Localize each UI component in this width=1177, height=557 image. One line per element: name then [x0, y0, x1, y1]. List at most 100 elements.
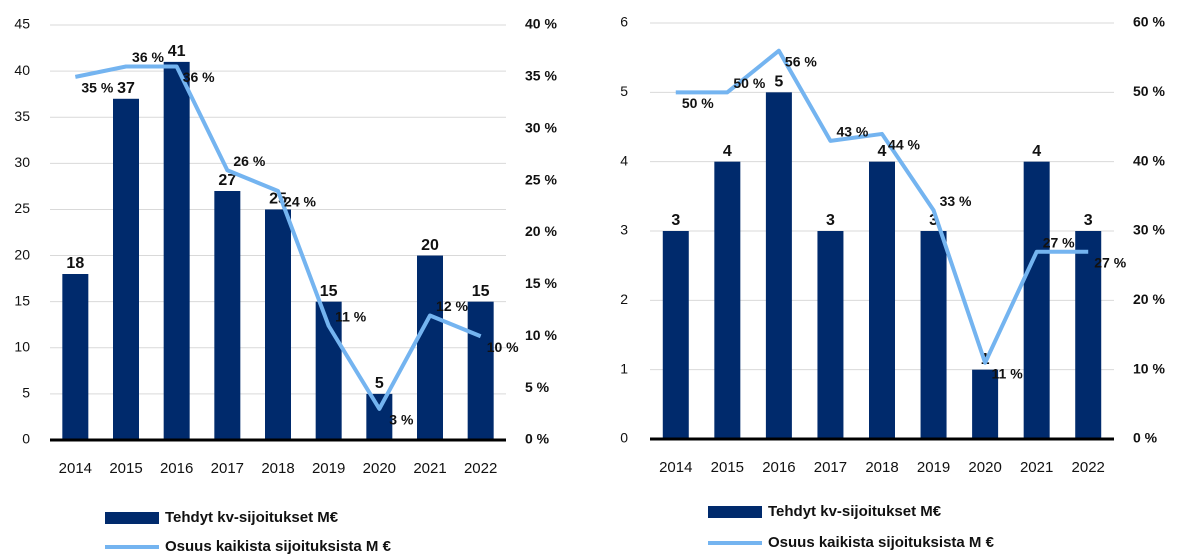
bar	[265, 209, 291, 440]
y-tick-label: 2	[620, 291, 628, 307]
bar-label: 5	[774, 74, 783, 91]
bar	[869, 161, 895, 439]
bar-label: 4	[1032, 143, 1041, 160]
y-tick-label: 5	[22, 385, 30, 401]
line-label: 12 %	[436, 298, 468, 314]
x-tick-label: 2017	[814, 459, 847, 476]
line-label: 24 %	[284, 194, 316, 210]
bar	[113, 98, 139, 441]
y2-tick-label: 25 %	[525, 171, 557, 187]
legend-swatch	[708, 506, 762, 518]
x-tick-label: 2018	[261, 460, 294, 477]
y-tick-label: 20	[14, 246, 30, 262]
y2-tick-label: 10 %	[525, 327, 557, 343]
line-label: 27 %	[1043, 235, 1075, 251]
bar	[163, 61, 190, 441]
bar-label: 18	[66, 255, 84, 272]
y-tick-label: 15	[14, 292, 30, 308]
y2-tick-label: 40 %	[1133, 152, 1165, 168]
bar-label: 4	[723, 143, 732, 160]
bar	[214, 191, 241, 440]
bar-label: 3	[671, 212, 680, 229]
bar-label: 3	[929, 212, 938, 229]
line-label: 43 %	[836, 124, 868, 140]
y-tick-label: 3	[620, 222, 628, 238]
legend-label: Tehdyt kv-sijoitukset M€	[165, 509, 339, 526]
bar	[817, 231, 844, 439]
y2-tick-label: 0 %	[1133, 430, 1158, 446]
legend-label: Tehdyt kv-sijoitukset M€	[768, 503, 942, 520]
y-tick-label: 25	[14, 200, 30, 216]
x-tick-label: 2019	[917, 459, 950, 476]
y2-tick-label: 20 %	[525, 223, 557, 239]
bar-label: 15	[472, 283, 490, 300]
x-tick-label: 2014	[59, 460, 92, 477]
x-tick-label: 2022	[464, 460, 497, 477]
line-label: 35 %	[81, 80, 113, 96]
x-tick-label: 2015	[711, 459, 744, 476]
bar-label: 5	[375, 375, 384, 392]
bar-label: 41	[168, 43, 186, 60]
y-tick-label: 10	[14, 338, 30, 354]
line-label: 50 %	[733, 75, 765, 91]
line-label: 56 %	[785, 53, 817, 69]
x-tick-label: 2017	[211, 460, 244, 477]
x-tick-label: 2022	[1072, 459, 1105, 476]
bar	[467, 301, 494, 440]
x-tick-label: 2016	[762, 459, 795, 476]
bar	[366, 393, 393, 440]
y2-tick-label: 20 %	[1133, 291, 1165, 307]
y2-tick-label: 15 %	[525, 275, 557, 291]
legend-swatch	[105, 512, 159, 524]
bar-label: 20	[421, 237, 439, 254]
line-label: 36 %	[132, 49, 164, 65]
bar-label: 15	[320, 283, 338, 300]
bar-label: 27	[218, 172, 236, 189]
line	[675, 48, 1089, 365]
line-label: 11 %	[992, 365, 1024, 381]
bar	[920, 231, 947, 439]
legend-label: Osuus kaikista sijoituksista M €	[165, 538, 392, 555]
x-tick-label: 2016	[160, 460, 193, 477]
y2-tick-label: 60 %	[1133, 14, 1165, 30]
x-tick-label: 2021	[413, 460, 446, 477]
legend-label: Osuus kaikista sijoituksista M €	[768, 534, 995, 551]
y-tick-label: 0	[620, 430, 628, 446]
y-tick-label: 6	[620, 14, 628, 30]
y2-tick-label: 0 %	[525, 431, 550, 447]
y-tick-label: 30	[14, 154, 30, 170]
bar	[714, 161, 741, 439]
x-tick-label: 2020	[968, 459, 1001, 476]
y2-tick-label: 10 %	[1133, 360, 1165, 376]
y-tick-label: 45	[14, 16, 30, 32]
y2-tick-label: 5 %	[525, 379, 550, 395]
bar-label: 3	[1084, 212, 1093, 229]
line-label: 3 %	[389, 412, 414, 428]
y2-tick-label: 50 %	[1133, 83, 1165, 99]
bar	[62, 274, 89, 440]
x-tick-label: 2014	[659, 459, 692, 476]
y-tick-label: 0	[22, 431, 30, 447]
line-label: 33 %	[940, 193, 972, 209]
x-tick-label: 2020	[363, 460, 396, 477]
y-tick-label: 4	[620, 152, 628, 168]
bar-label: 4	[878, 143, 887, 160]
line-label: 27 %	[1094, 255, 1126, 271]
y-tick-label: 40	[14, 62, 30, 78]
x-tick-label: 2018	[865, 459, 898, 476]
bar-label: 37	[117, 80, 135, 97]
y2-tick-label: 30 %	[1133, 222, 1165, 238]
y-tick-label: 35	[14, 108, 30, 124]
bar	[765, 92, 792, 439]
x-tick-label: 2021	[1020, 459, 1053, 476]
bar	[972, 369, 999, 439]
line-label: 36 %	[183, 69, 215, 85]
x-tick-label: 2019	[312, 460, 345, 477]
bar	[1075, 231, 1102, 439]
line-label: 10 %	[487, 339, 519, 355]
bar	[662, 231, 689, 439]
y-tick-label: 1	[620, 360, 628, 376]
x-tick-label: 2015	[109, 460, 142, 477]
bar-label: 3	[826, 212, 835, 229]
y2-tick-label: 30 %	[525, 119, 557, 135]
